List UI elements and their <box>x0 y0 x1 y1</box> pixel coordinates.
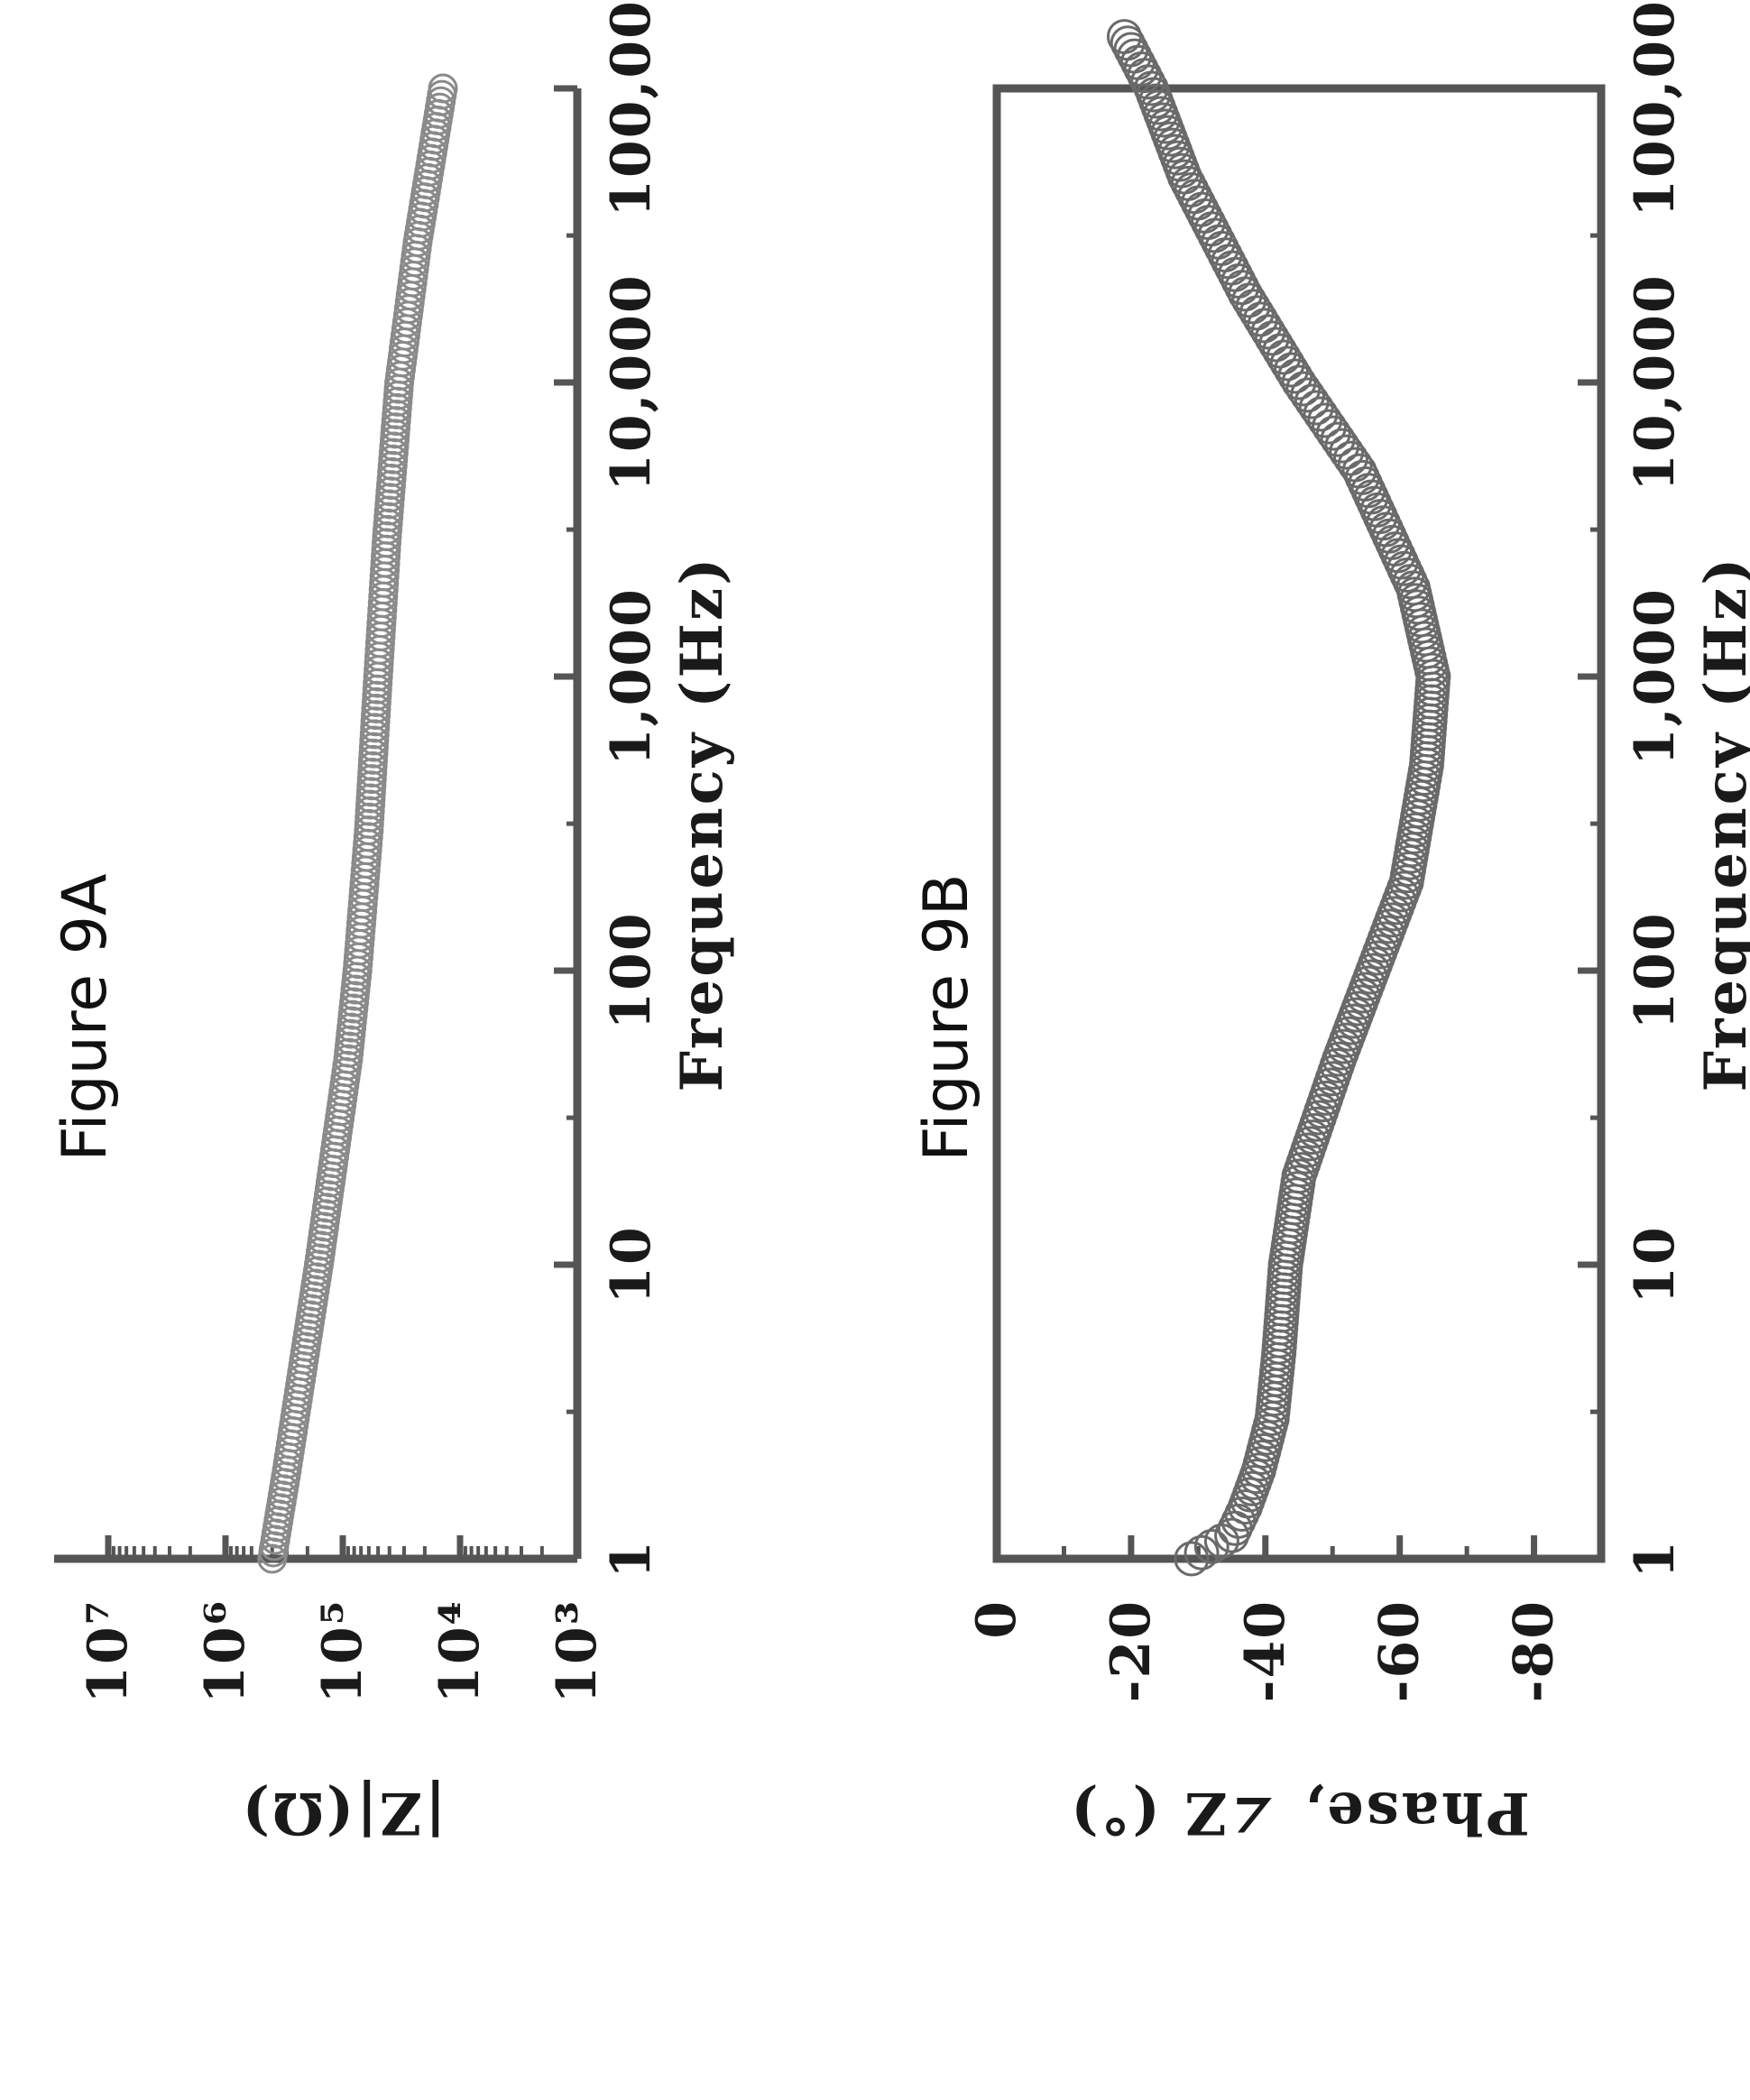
y-tick-label: 10⁷ <box>77 1599 140 1704</box>
y-tick-label: 0 <box>965 1599 1028 1639</box>
y-tick-label: -60 <box>1368 1599 1432 1702</box>
data-point <box>1337 447 1373 483</box>
x-tick-label: 100,000 <box>600 0 663 217</box>
x-tick-label: 10,000 <box>600 273 663 492</box>
x-tick-label: 10,000 <box>1624 273 1687 492</box>
data-point <box>1294 383 1330 419</box>
y-tick-label: 10⁶ <box>194 1599 257 1704</box>
data-point <box>1303 396 1339 432</box>
y-axis-label: Phase, ∠Z (°) <box>1068 1779 1530 1847</box>
x-tick-label: 100,000 <box>1624 0 1687 217</box>
x-tick-label: 1 <box>1624 1539 1687 1579</box>
x-tick-label: 1 <box>600 1539 663 1579</box>
y-axis-label: |Z|(Ω) <box>240 1779 447 1847</box>
x-tick-label: 10 <box>600 1225 663 1304</box>
x-axis-label: Frequency (Hz) <box>1692 555 1750 1091</box>
x-tick-label: 1,000 <box>1624 587 1687 766</box>
data-point <box>1324 428 1360 464</box>
y-tick-label: -80 <box>1503 1599 1566 1702</box>
y-tick-label: 10⁵ <box>311 1599 374 1704</box>
y-tick-label: 10⁴ <box>428 1599 492 1704</box>
data-point <box>1320 421 1356 457</box>
x-tick-label: 1,000 <box>600 587 663 766</box>
data-point <box>1174 1541 1210 1577</box>
x-tick-label: 100 <box>600 911 663 1029</box>
data-point <box>1290 377 1326 413</box>
data-point <box>1106 19 1142 55</box>
data-point <box>1184 1534 1220 1570</box>
data-point <box>1329 434 1365 470</box>
y-tick-label: -40 <box>1234 1599 1297 1702</box>
data-point <box>1315 415 1351 451</box>
data-point <box>1110 25 1146 61</box>
y-tick-label: 10³ <box>546 1599 609 1704</box>
data-point <box>1332 440 1368 476</box>
data-point <box>428 73 458 104</box>
data-point <box>1193 1529 1230 1565</box>
data-point <box>1341 453 1377 489</box>
x-tick-label: 10 <box>1624 1225 1687 1304</box>
data-point <box>1298 390 1334 426</box>
plot-frame <box>992 84 1606 1563</box>
y-tick-label: -20 <box>1100 1599 1163 1702</box>
x-tick-label: 100 <box>1624 911 1687 1029</box>
data-point <box>1312 409 1347 445</box>
data-point <box>1307 402 1343 438</box>
x-axis-label: Frequency (Hz) <box>668 555 736 1091</box>
